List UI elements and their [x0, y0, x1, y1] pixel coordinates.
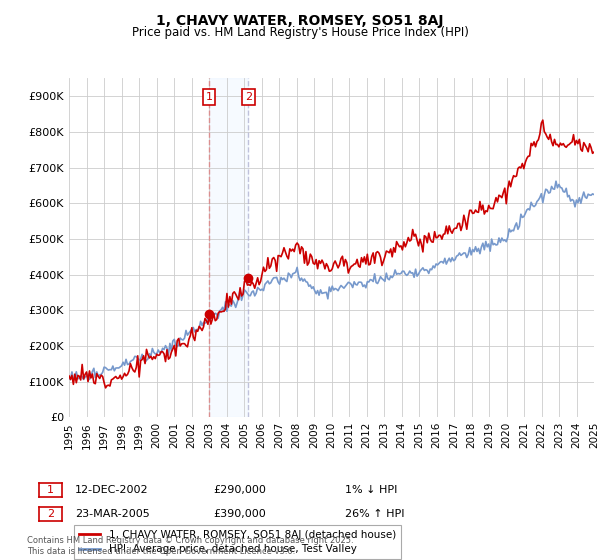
Text: 1: 1 [47, 485, 54, 495]
Text: 23-MAR-2005: 23-MAR-2005 [75, 509, 150, 519]
Text: 12-DEC-2002: 12-DEC-2002 [75, 485, 149, 495]
Bar [209, 78, 248, 417]
Legend: 1, CHAVY WATER, ROMSEY, SO51 8AJ (detached house), HPI: Average price, detached : 1, CHAVY WATER, ROMSEY, SO51 8AJ (detach… [74, 525, 401, 559]
Text: £290,000: £290,000 [213, 485, 266, 495]
Text: 26% ↑ HPI: 26% ↑ HPI [345, 509, 404, 519]
Text: 1: 1 [205, 92, 212, 102]
Text: Price paid vs. HM Land Registry's House Price Index (HPI): Price paid vs. HM Land Registry's House … [131, 26, 469, 39]
Text: £390,000: £390,000 [213, 509, 266, 519]
Text: 1, CHAVY WATER, ROMSEY, SO51 8AJ: 1, CHAVY WATER, ROMSEY, SO51 8AJ [156, 14, 444, 28]
Text: 1% ↓ HPI: 1% ↓ HPI [345, 485, 397, 495]
Text: Contains HM Land Registry data © Crown copyright and database right 2025.
This d: Contains HM Land Registry data © Crown c… [27, 536, 353, 556]
Text: 2: 2 [47, 509, 54, 519]
Text: 2: 2 [245, 92, 252, 102]
